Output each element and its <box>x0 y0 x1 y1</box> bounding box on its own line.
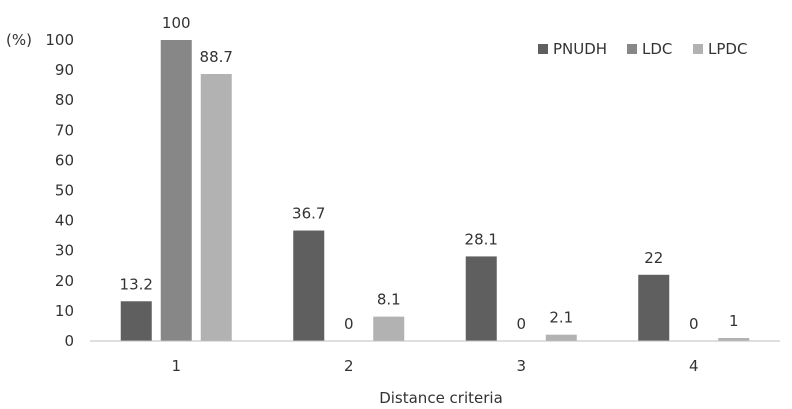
data-labels: 13.2 100 88.7 36.7 0 8.1 28.1 0 2.1 22 0 1 <box>120 14 739 333</box>
bar-ldc-1 <box>160 40 192 341</box>
bar-pnudh-3 <box>465 256 497 341</box>
data-label: 22 <box>644 249 663 267</box>
data-label: 100 <box>162 14 191 32</box>
data-label: 0 <box>344 315 354 333</box>
legend-item-ldc: LDC <box>627 40 672 58</box>
y-tick-label: 100 <box>45 31 74 49</box>
data-label: 1 <box>729 312 739 330</box>
legend-label: LDC <box>642 40 672 58</box>
data-label: 2.1 <box>549 309 573 327</box>
legend-swatch <box>627 44 637 54</box>
bar-lpdc-3 <box>545 334 577 341</box>
bar-lpdc-2 <box>373 316 405 341</box>
y-tick-label: 80 <box>55 91 74 109</box>
legend-label: LPDC <box>708 40 747 58</box>
bar-lpdc-1 <box>200 74 232 341</box>
y-tick-label: 70 <box>55 121 74 139</box>
bar-pnudh-4 <box>638 274 670 341</box>
data-label: 8.1 <box>377 291 401 309</box>
y-tick-label: 60 <box>55 151 74 169</box>
y-tick-label: 90 <box>55 61 74 79</box>
data-label: 0 <box>516 315 526 333</box>
y-tick-label: 30 <box>55 242 74 260</box>
data-label: 13.2 <box>120 275 153 293</box>
y-axis-label: (%) <box>6 31 32 49</box>
x-tick-label: 4 <box>689 357 699 375</box>
data-label: 0 <box>689 315 699 333</box>
x-axis-ticks: 1 2 3 4 <box>171 357 698 375</box>
legend-swatch <box>693 44 703 54</box>
x-tick-label: 1 <box>171 357 181 375</box>
bars <box>120 40 750 341</box>
x-tick-label: 2 <box>344 357 354 375</box>
legend-item-lpdc: LPDC <box>693 40 747 58</box>
legend-item-pnudh: PNUDH <box>538 40 607 58</box>
y-tick-label: 40 <box>55 212 74 230</box>
y-tick-label: 20 <box>55 272 74 290</box>
x-tick-label: 3 <box>516 357 526 375</box>
legend: PNUDH LDC LPDC <box>538 40 747 58</box>
y-axis-ticks: 0 10 20 30 40 50 60 70 80 90 100 <box>45 31 74 350</box>
bar-pnudh-2 <box>293 230 325 341</box>
legend-label: PNUDH <box>553 40 607 58</box>
bar-pnudh-1 <box>120 301 152 341</box>
x-axis-title: Distance criteria <box>379 389 503 407</box>
bar-lpdc-4 <box>718 337 750 341</box>
y-tick-label: 0 <box>64 332 74 350</box>
data-label: 28.1 <box>465 230 498 248</box>
data-label: 88.7 <box>200 48 233 66</box>
data-label: 36.7 <box>292 205 325 223</box>
legend-swatch <box>538 44 548 54</box>
y-tick-label: 50 <box>55 182 74 200</box>
y-tick-label: 10 <box>55 302 74 320</box>
